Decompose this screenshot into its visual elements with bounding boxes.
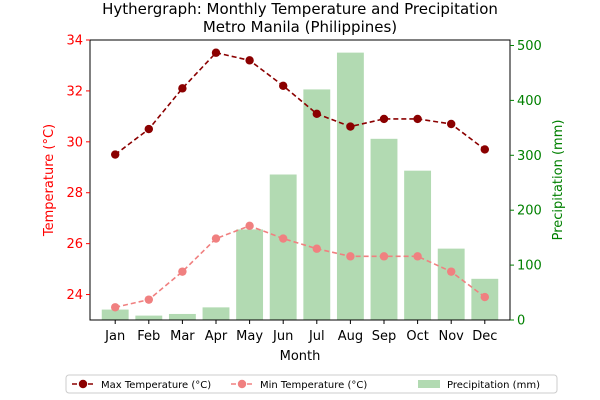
min-temperature-line — [115, 224, 486, 309]
max-temperature-point-nov — [447, 119, 456, 129]
max-temperature-line — [114, 51, 486, 156]
max-temperature-point-jun — [279, 81, 288, 91]
x-tick-label-dec: Dec — [472, 329, 497, 344]
precipitation-bar-nov — [437, 248, 465, 320]
legend-label-max-temperature: Max Temperature (°C) — [101, 380, 211, 391]
max-temperature-point-may — [245, 56, 254, 65]
precipitation-bar-aug — [336, 52, 364, 320]
legend-marker-max-temperature — [78, 379, 88, 389]
precipitation-bar-may — [236, 229, 264, 320]
min-temperature-point-sep — [379, 252, 389, 261]
x-tick-label-jun: Jun — [272, 329, 293, 344]
max-temperature-point-oct — [413, 114, 422, 124]
plot-frame — [89, 39, 511, 321]
x-tick-label-sep: Sep — [372, 329, 397, 344]
x-tick-label-nov: Nov — [439, 329, 465, 344]
legend: Max Temperature (°C) Min Temperature (°C)… — [65, 374, 558, 394]
y-right-tick-label: 100 — [517, 259, 542, 274]
x-tick-label-mar: Mar — [170, 329, 195, 344]
max-temperature-point-apr — [211, 48, 221, 57]
x-axis-label: Month — [280, 349, 321, 364]
max-temperature-point-jan — [111, 150, 120, 159]
y-right-tick-label: 400 — [517, 94, 542, 109]
min-temperature-point-may — [245, 221, 254, 231]
max-temperature-point-feb — [144, 124, 153, 134]
min-temperature-point-dec — [480, 292, 489, 302]
x-tick-label-aug: Aug — [338, 329, 363, 344]
x-tick-label-oct: Oct — [406, 329, 428, 344]
axes: Jan Feb Mar Apr May Jun Jul Aug Sep Oct Nov Dec 24 26… — [66, 34, 541, 345]
y-right-tick-label: 200 — [517, 204, 542, 219]
x-tick-label-apr: Apr — [205, 329, 228, 344]
min-temperature-point-nov — [447, 267, 456, 276]
min-temperature-point-oct — [413, 252, 422, 261]
y-left-tick-label: 30 — [66, 135, 83, 150]
y-left-tick-label: 34 — [66, 34, 83, 49]
chart-title: Hythergraph: Monthly Temperature and Pre… — [102, 0, 498, 18]
precipitation-bar-jul — [303, 89, 331, 320]
legend-label-min-temperature: Min Temperature (°C) — [260, 380, 367, 391]
x-tick-label-feb: Feb — [137, 329, 160, 344]
legend-marker-min-temperature — [237, 379, 247, 389]
temperature-lines — [111, 48, 489, 312]
precipitation-bar-apr — [202, 307, 230, 320]
min-temperature-point-apr — [211, 234, 221, 243]
x-tick-label-jul: Jul — [308, 329, 325, 344]
y-left-tick-label: 32 — [66, 84, 83, 99]
y-axis-label-right: Precipitation (mm) — [551, 120, 566, 241]
x-tick-label-may: May — [236, 329, 263, 344]
min-temperature-point-feb — [144, 295, 153, 304]
y-right-tick-label: 0 — [517, 314, 525, 329]
precipitation-bar-jun — [269, 174, 297, 320]
min-temperature-point-jun — [279, 234, 288, 243]
min-temperature-point-jul — [312, 244, 321, 253]
min-temperature-point-aug — [346, 252, 355, 261]
y-right-tick-label: 300 — [517, 149, 542, 164]
y-axis-label-left: Temperature (°C) — [42, 124, 57, 237]
precipitation-bar-oct — [404, 170, 432, 320]
y-left-tick-label: 28 — [66, 186, 83, 201]
legend-swatch-precipitation — [418, 380, 440, 388]
y-right-tick-label: 500 — [517, 39, 542, 54]
y-left-tick-label: 24 — [66, 288, 83, 303]
chart-subtitle: Metro Manila (Philippines) — [203, 18, 397, 36]
max-temperature-point-dec — [480, 145, 489, 154]
legend-frame — [65, 374, 558, 394]
min-temperature-point-jan — [111, 303, 120, 312]
precipitation-bar-mar — [168, 313, 196, 320]
max-temperature-point-aug — [346, 122, 355, 131]
y-left-tick-label: 26 — [66, 237, 83, 252]
legend-label-precipitation: Precipitation (mm) — [447, 380, 540, 391]
precipitation-bar-jan — [101, 309, 129, 320]
max-temperature-point-sep — [379, 114, 389, 124]
min-temperature-point-mar — [178, 267, 187, 276]
precipitation-bars — [101, 52, 499, 320]
max-temperature-point-mar — [178, 84, 187, 93]
max-temperature-point-jul — [312, 109, 321, 119]
x-tick-label-jan: Jan — [104, 329, 125, 344]
precipitation-bar-sep — [370, 138, 398, 320]
precipitation-bar-feb — [135, 315, 163, 320]
